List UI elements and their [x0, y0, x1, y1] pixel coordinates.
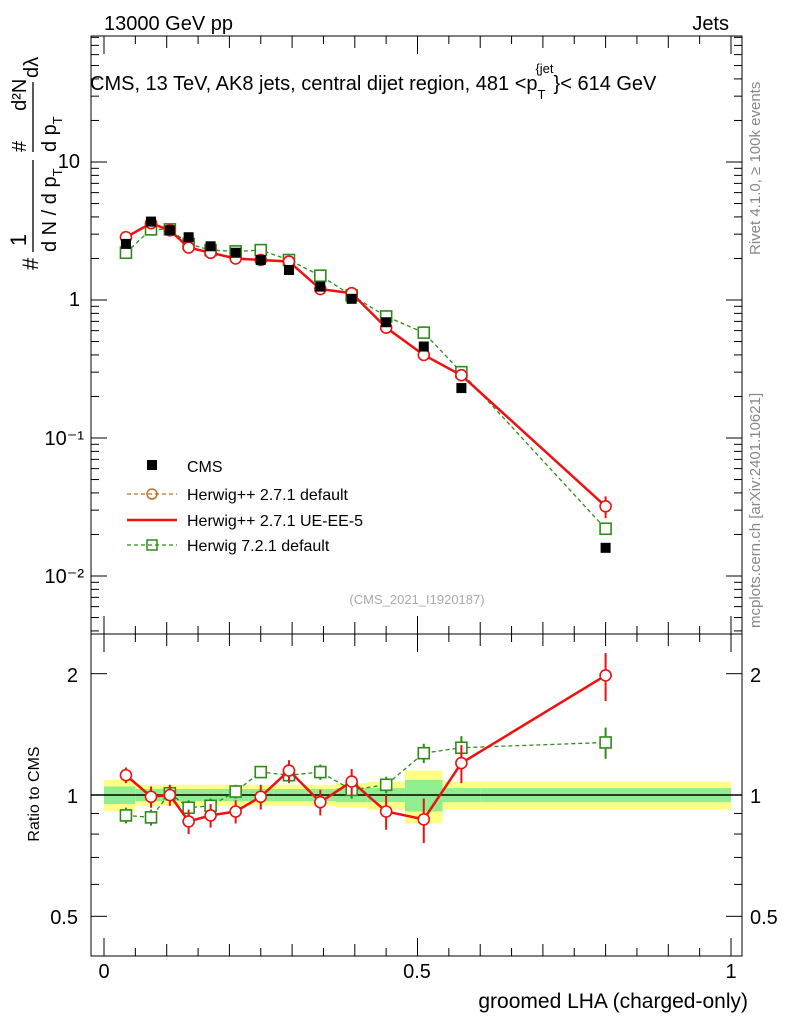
point-herwig7-ratio: [254, 765, 268, 779]
title-sup: {jet: [535, 61, 553, 76]
ylabel-frac2-den: d p: [39, 124, 61, 152]
point-herwig7-main: [599, 522, 612, 536]
cms-point: [164, 225, 175, 236]
xtick-label-0: 0: [98, 961, 109, 983]
header-left: 13000 GeV pp: [104, 13, 233, 35]
cms-point: [230, 247, 241, 258]
analysis-watermark: (CMS_2021_I1920187): [349, 592, 484, 607]
svg-text:#d²N: # d²N: [9, 79, 31, 152]
svg-text:d pT: d pT: [39, 116, 65, 152]
ratio-ytick-label-1: 1: [67, 786, 78, 808]
point-herwigpp-ueee5-ratio: [163, 788, 177, 802]
chart-title: CMS, 13 TeV, AK8 jets, central dijet reg…: [90, 61, 657, 102]
series-layer: [119, 216, 612, 844]
ratio-ytick-label-1-right: 1: [750, 786, 761, 808]
point-herwigpp-ueee5-ratio: [254, 790, 268, 804]
cms-point: [418, 341, 429, 352]
ratio-ylabel: Ratio to CMS: [26, 746, 43, 841]
cms-point: [183, 232, 194, 243]
point-herwigpp-ueee5-ratio: [119, 768, 133, 782]
main-y-ticks: [91, 36, 742, 632]
ylabel-hash: #: [18, 257, 43, 270]
main-ylabel: # 1 d N / d pT #d²N d pT dλ: [6, 57, 65, 270]
ratio-ytick-label-0.5-right: 0.5: [750, 907, 778, 929]
point-herwig7-main: [314, 269, 327, 282]
ylabel-frac2-hash: #: [9, 140, 31, 152]
legend-marker-cms: [147, 460, 157, 470]
point-herwigpp-ueee5-ratio: [182, 815, 195, 828]
xtick-label-1: 1: [725, 961, 736, 983]
legend-entry-cms: CMS: [187, 459, 223, 476]
point-herwig7-ratio: [379, 778, 393, 792]
point-herwig7-main: [417, 326, 431, 339]
rivet-label: Rivet 4.1.0, ≥ 100k events: [747, 82, 764, 255]
point-herwigpp-ueee5-main: [455, 368, 468, 382]
main-ytick-label-0.1: 10⁻¹: [45, 428, 85, 450]
main-ytick-label-10: 10: [58, 151, 80, 173]
legend-entry-herwigpp-default: Herwig++ 2.7.1 default: [187, 487, 349, 504]
point-herwig7-ratio: [314, 765, 327, 779]
point-herwig7-ratio: [119, 809, 133, 822]
legend-entry-herwigpp-ueee5: Herwig++ 2.7.1 UE-EE-5: [187, 513, 363, 530]
svg-text:#: #: [18, 257, 43, 270]
ratio-ytick-label-2-right: 2: [750, 665, 761, 687]
point-herwig7-ratio: [144, 811, 158, 824]
cms-point: [146, 216, 157, 227]
point-herwig7-ratio: [599, 736, 612, 749]
x-ticks: [103, 36, 732, 956]
point-herwigpp-ueee5-ratio: [599, 669, 612, 682]
point-herwig7-ratio: [229, 785, 242, 798]
ylabel-frac1-den: d N / d p: [39, 176, 61, 252]
point-herwigpp-ueee5-ratio: [417, 813, 431, 826]
ylabel-frac1-num: 1: [6, 234, 31, 246]
header-right: Jets: [692, 13, 729, 35]
point-herwig7-ratio: [417, 746, 431, 760]
cms-point: [315, 281, 326, 292]
ratio-ytick-label-0.5: 0.5: [50, 907, 78, 929]
point-herwigpp-ueee5-ratio: [204, 809, 217, 822]
mcplots-label: mcplots.cern.ch [arXiv:2401.10621]: [747, 393, 764, 628]
point-herwigpp-ueee5-ratio: [144, 790, 158, 804]
cms-point: [600, 542, 611, 553]
legend: CMS Herwig++ 2.7.1 default Herwig++ 2.7.…: [127, 459, 363, 555]
point-herwigpp-ueee5-ratio: [314, 795, 327, 809]
main-ytick-label-0.01: 10⁻²: [45, 566, 85, 588]
cms-point: [205, 241, 216, 252]
ylabel-frac1-sub: T: [50, 168, 65, 176]
point-herwigpp-ueee5-ratio: [455, 756, 468, 770]
ratio-uncertainty-bands: [104, 770, 731, 824]
point-herwigpp-ueee5-ratio: [229, 805, 242, 818]
cms-point: [381, 317, 392, 328]
xtick-label-0.5: 0.5: [403, 961, 431, 983]
title-sub: T: [538, 87, 546, 102]
cms-point: [255, 254, 266, 265]
ylabel-frac2-tail: dλ: [21, 57, 43, 78]
cms-point: [283, 264, 294, 275]
cms-point: [346, 293, 357, 304]
series-herwigpp-ueee5-ratio: [119, 653, 612, 844]
legend-entry-herwig7: Herwig 7.2.1 default: [187, 538, 330, 555]
legend-marker-herwig7: [146, 539, 158, 551]
point-herwigpp-ueee5-ratio: [282, 764, 296, 777]
point-herwigpp-ueee5-ratio: [345, 775, 358, 788]
legend-marker-herwigpp-default: [146, 488, 158, 500]
svg-text:CMS, 13 TeV, AK8 jets, central: CMS, 13 TeV, AK8 jets, central dijet reg…: [90, 61, 657, 102]
series-herwig7-ratio: [119, 727, 612, 826]
title-suffix: }< 614 GeV: [554, 73, 658, 95]
cms-point: [120, 238, 131, 249]
point-herwigpp-ueee5-ratio: [379, 805, 393, 818]
series-line-herwig7-main: [125, 228, 607, 530]
main-ytick-label-1: 1: [69, 289, 80, 311]
svg-text:d N / d pT: d N / d pT: [39, 168, 65, 252]
title-prefix: CMS, 13 TeV, AK8 jets, central dijet reg…: [90, 73, 538, 95]
xlabel: groomed LHA (charged-only): [478, 990, 748, 1013]
point-herwigpp-ueee5-main: [182, 241, 195, 254]
point-herwigpp-ueee5-main: [599, 499, 612, 513]
ylabel-frac2-num: d²N: [9, 79, 31, 111]
ylabel-frac2-sub: T: [50, 116, 65, 124]
ratio-ytick-label-2: 2: [67, 665, 78, 687]
cms-point: [456, 383, 467, 394]
